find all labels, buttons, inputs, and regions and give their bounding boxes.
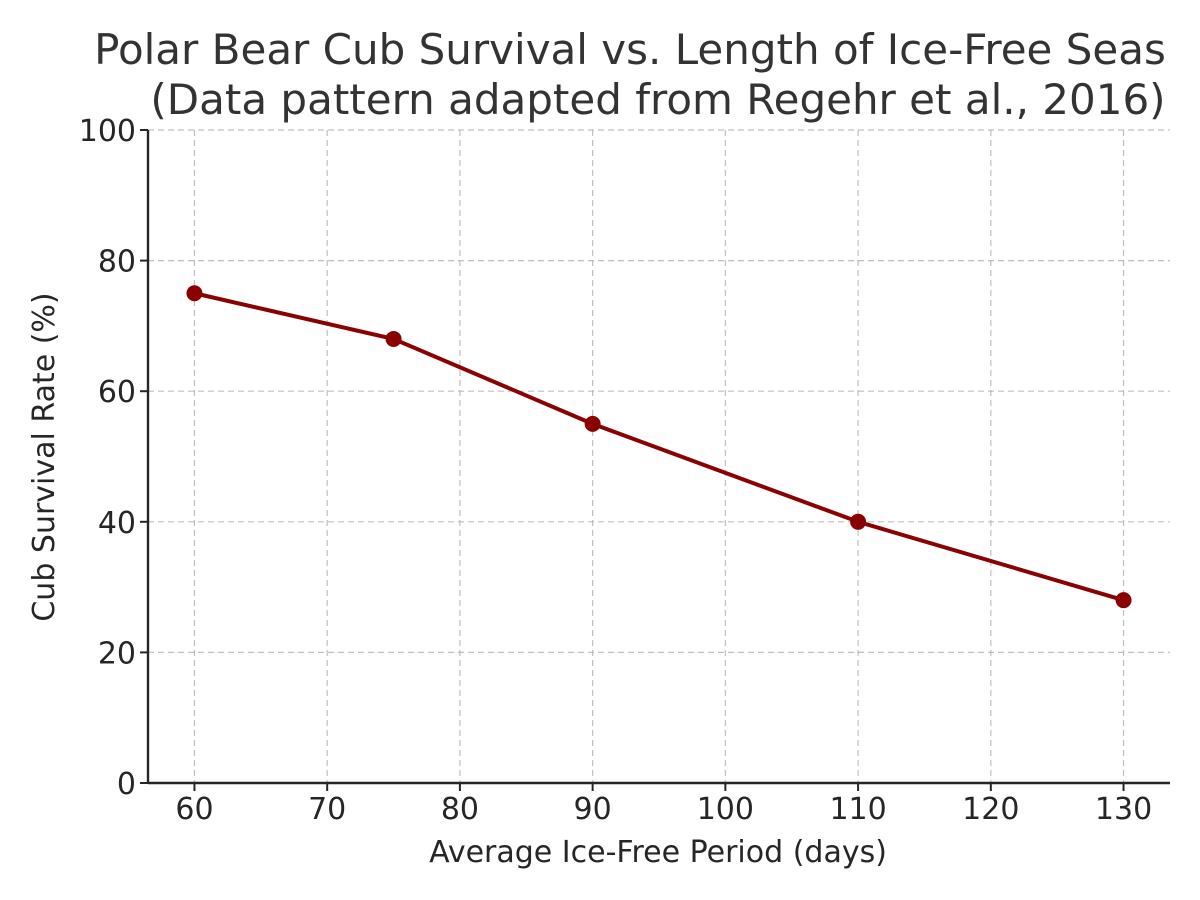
- x-tick-label: 130: [1095, 792, 1152, 827]
- series: [186, 285, 1132, 609]
- chart-title-line-2: (Data pattern adapted from Regehr et al.…: [150, 75, 1165, 124]
- y-tick-label: 0: [117, 767, 136, 802]
- y-tick-label: 40: [98, 506, 136, 541]
- ticks: 60 70 80 90 100 110 120 130 0 20 40 60 80 100: [79, 114, 1152, 827]
- series-line: [192, 291, 1126, 603]
- x-tick-label: 120: [962, 792, 1019, 827]
- y-axis-label: Cub Survival Rate (%): [27, 292, 62, 621]
- y-tick-label: 20: [98, 636, 136, 671]
- x-tick-label: 70: [308, 792, 346, 827]
- data-point: [584, 415, 601, 432]
- x-tick-label: 110: [829, 792, 886, 827]
- y-tick-label: 60: [98, 375, 136, 410]
- x-tick-label: 90: [574, 792, 612, 827]
- data-point: [1115, 592, 1132, 609]
- x-tick-label: 100: [697, 792, 754, 827]
- grid: [148, 129, 1170, 784]
- data-point: [186, 285, 203, 302]
- x-tick-label: 80: [441, 792, 479, 827]
- x-axis-label: Average Ice-Free Period (days): [429, 835, 887, 870]
- y-tick-label: 80: [98, 245, 136, 280]
- y-tick-label: 100: [79, 114, 136, 149]
- data-point: [385, 330, 402, 347]
- axes: [146, 130, 1170, 785]
- chart-title-line-1: Polar Bear Cub Survival vs. Length of Ic…: [94, 25, 1166, 74]
- data-point: [850, 513, 867, 530]
- x-tick-label: 60: [175, 792, 213, 827]
